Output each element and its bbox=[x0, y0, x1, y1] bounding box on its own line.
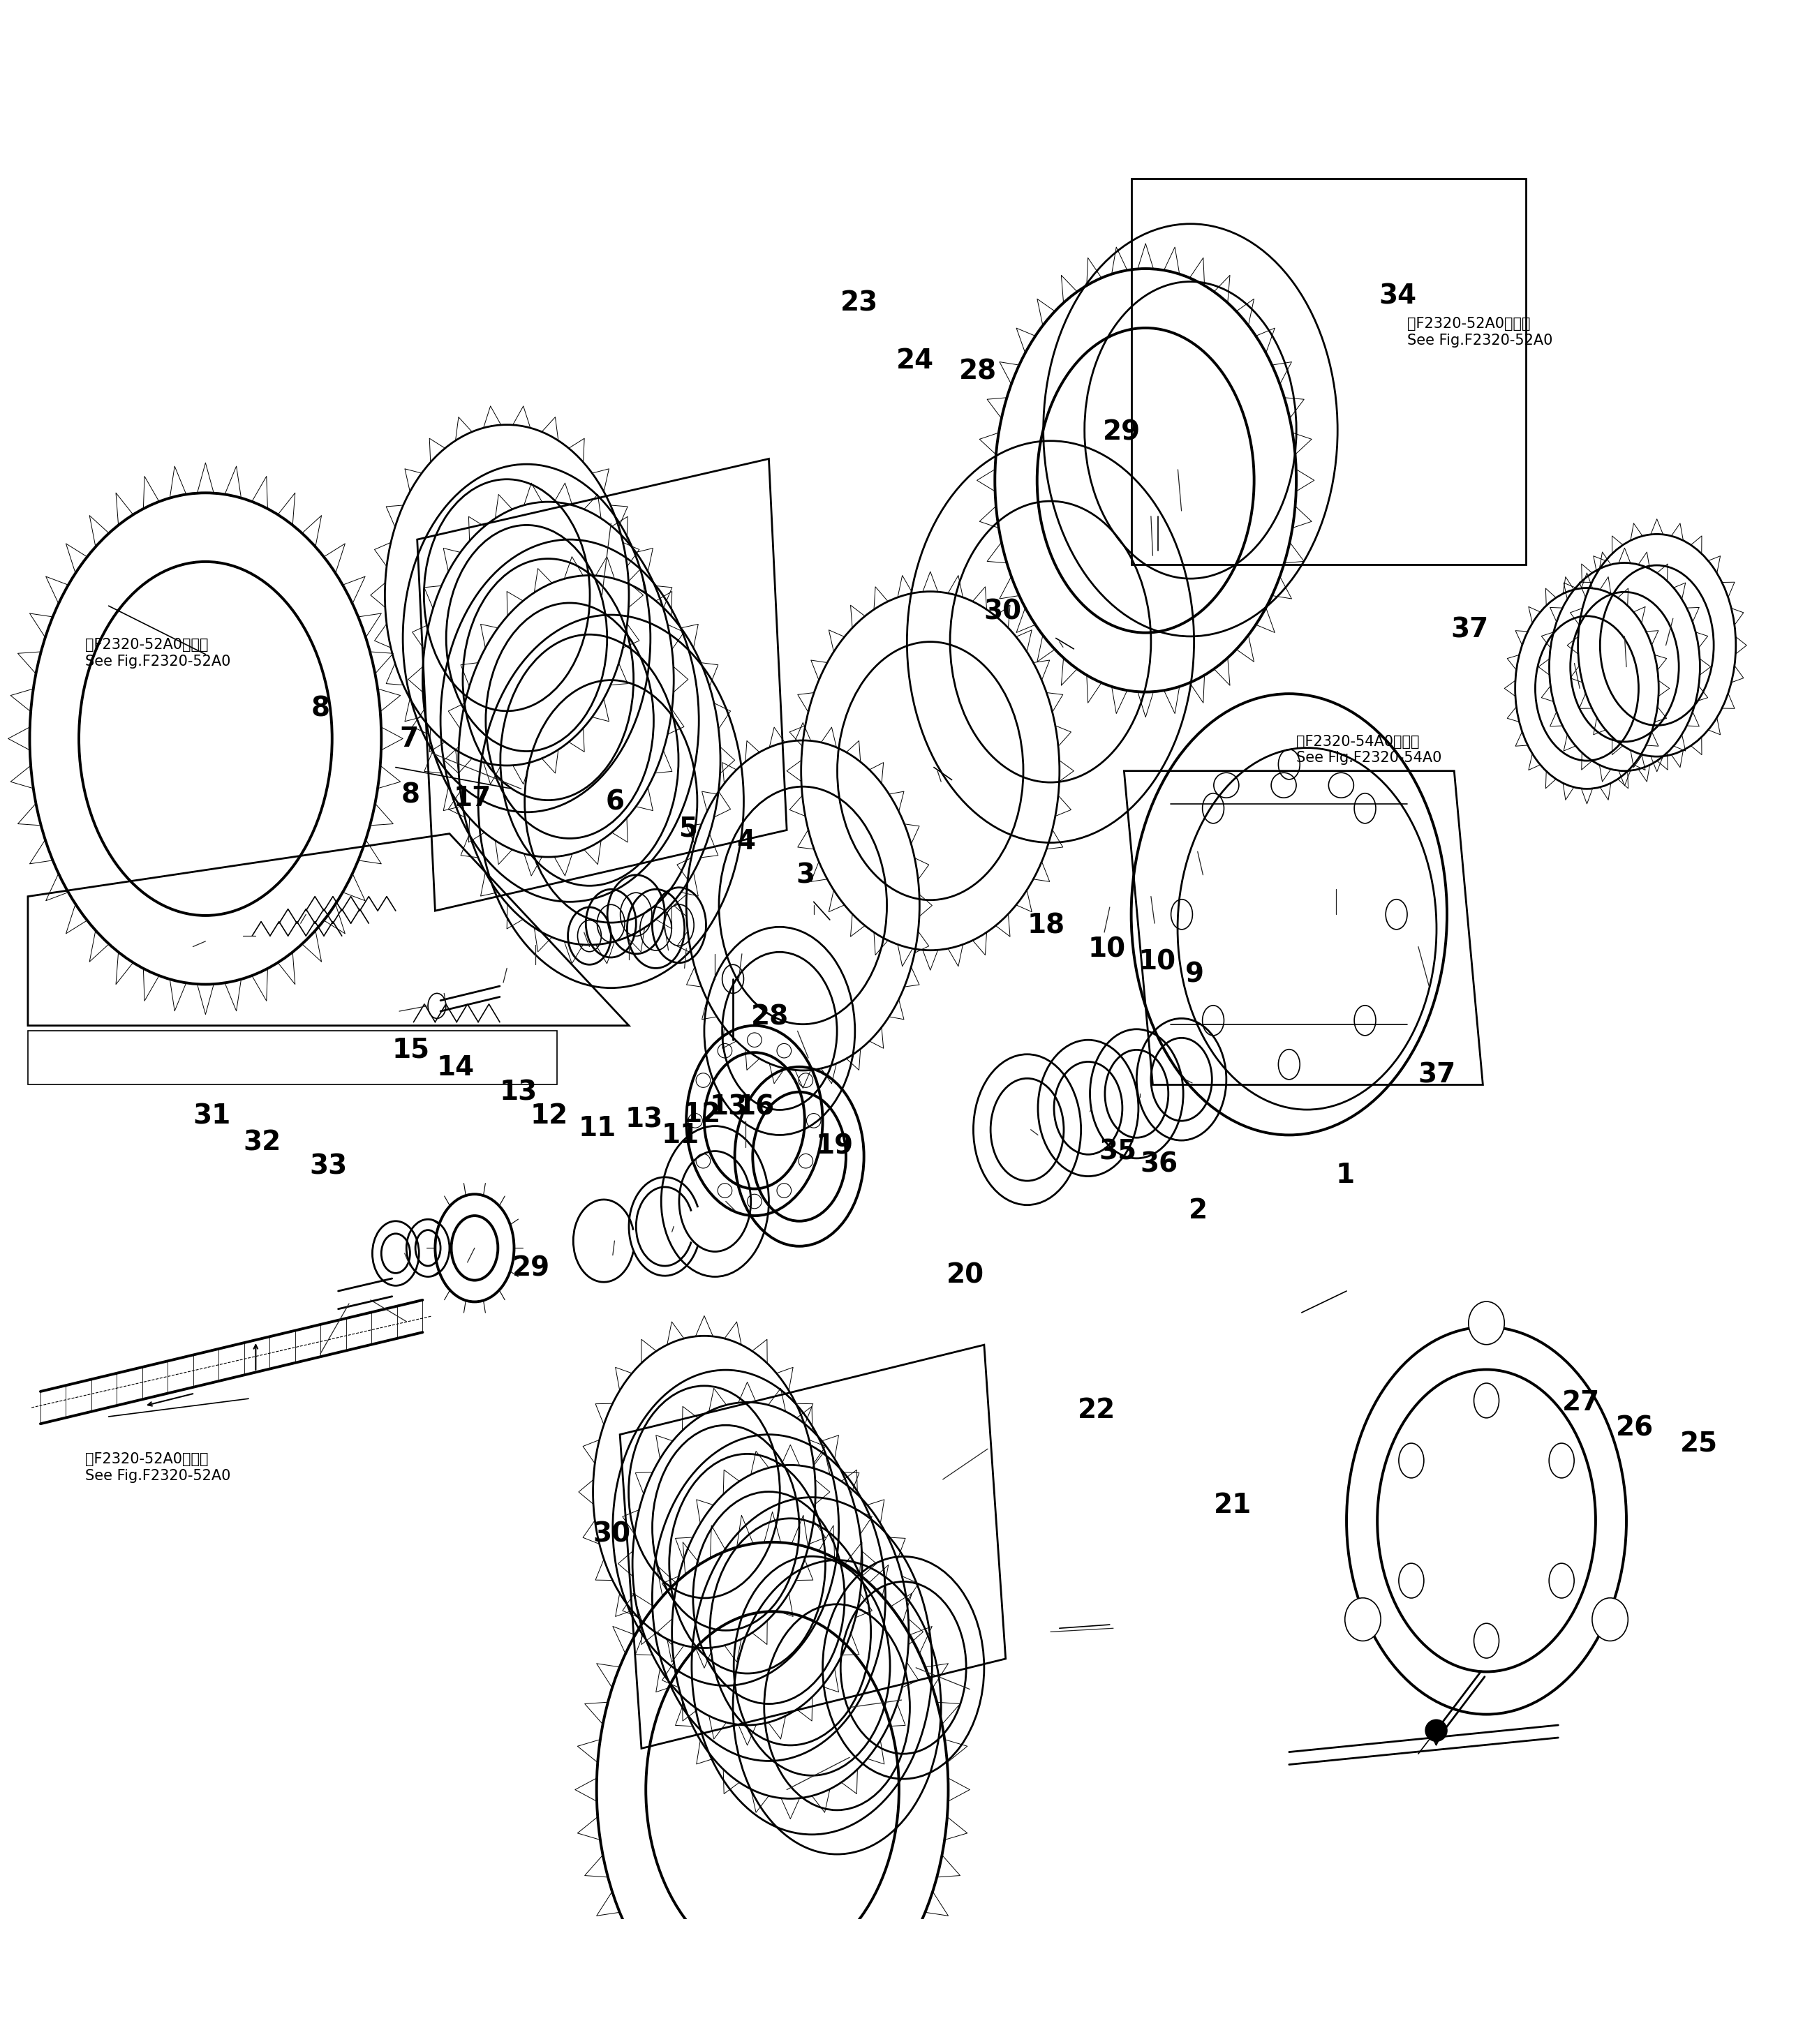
Text: 27: 27 bbox=[1563, 1390, 1600, 1416]
Text: 11: 11 bbox=[578, 1116, 616, 1143]
Ellipse shape bbox=[697, 1073, 711, 1087]
Text: 9: 9 bbox=[1185, 961, 1203, 987]
Ellipse shape bbox=[1426, 1719, 1448, 1741]
Text: 20: 20 bbox=[946, 1263, 984, 1290]
Text: 34: 34 bbox=[1379, 282, 1417, 309]
Text: 6: 6 bbox=[605, 789, 625, 816]
Text: 5: 5 bbox=[679, 816, 699, 842]
Text: 32: 32 bbox=[242, 1130, 280, 1157]
Text: 3: 3 bbox=[796, 863, 815, 889]
Text: 28: 28 bbox=[959, 358, 997, 384]
Ellipse shape bbox=[799, 1153, 814, 1169]
Text: 8: 8 bbox=[311, 695, 330, 722]
Ellipse shape bbox=[799, 1073, 814, 1087]
Text: 12: 12 bbox=[682, 1102, 720, 1128]
Text: 8: 8 bbox=[401, 781, 420, 807]
Text: 33: 33 bbox=[309, 1153, 347, 1179]
Ellipse shape bbox=[1345, 1598, 1381, 1641]
Text: 30: 30 bbox=[984, 599, 1022, 625]
Text: 16: 16 bbox=[736, 1094, 774, 1120]
Ellipse shape bbox=[747, 1032, 762, 1047]
Text: 18: 18 bbox=[1027, 912, 1065, 938]
Text: 笫F2320-52A0図参照
See Fig.F2320-52A0: 笫F2320-52A0図参照 See Fig.F2320-52A0 bbox=[1408, 317, 1554, 347]
Ellipse shape bbox=[718, 1183, 733, 1198]
Text: 13: 13 bbox=[499, 1079, 537, 1106]
Text: 笫F2320-52A0図参照
See Fig.F2320-52A0: 笫F2320-52A0図参照 See Fig.F2320-52A0 bbox=[84, 1453, 230, 1482]
Ellipse shape bbox=[806, 1114, 821, 1128]
Text: 21: 21 bbox=[1214, 1492, 1252, 1519]
Text: 笫F2320-52A0図参照
See Fig.F2320-52A0: 笫F2320-52A0図参照 See Fig.F2320-52A0 bbox=[84, 638, 230, 668]
Text: 26: 26 bbox=[1616, 1414, 1654, 1441]
Text: 37: 37 bbox=[1419, 1061, 1457, 1087]
Text: 36: 36 bbox=[1140, 1151, 1178, 1177]
Text: 12: 12 bbox=[530, 1102, 568, 1128]
Ellipse shape bbox=[1469, 1302, 1505, 1345]
Text: 35: 35 bbox=[1099, 1139, 1137, 1165]
Ellipse shape bbox=[747, 1194, 762, 1208]
Ellipse shape bbox=[697, 1153, 711, 1169]
Text: 4: 4 bbox=[736, 828, 756, 854]
Ellipse shape bbox=[1591, 1598, 1627, 1641]
Text: 22: 22 bbox=[1078, 1396, 1115, 1423]
Text: 37: 37 bbox=[1451, 617, 1489, 644]
Text: 笫F2320-54A0図参照
See Fig.F2320-54A0: 笫F2320-54A0図参照 See Fig.F2320-54A0 bbox=[1297, 736, 1442, 764]
Text: 14: 14 bbox=[436, 1055, 474, 1081]
Text: 10: 10 bbox=[1139, 948, 1176, 975]
Ellipse shape bbox=[688, 1114, 702, 1128]
Text: 7: 7 bbox=[399, 726, 418, 752]
Text: 1: 1 bbox=[1336, 1161, 1354, 1188]
Text: 23: 23 bbox=[841, 290, 878, 317]
Text: 29: 29 bbox=[512, 1255, 550, 1282]
Text: 31: 31 bbox=[192, 1102, 232, 1128]
Text: 10: 10 bbox=[1088, 936, 1126, 963]
Text: 13: 13 bbox=[709, 1094, 747, 1120]
Text: 30: 30 bbox=[593, 1521, 630, 1547]
Text: 19: 19 bbox=[815, 1132, 853, 1159]
Text: 13: 13 bbox=[625, 1106, 663, 1132]
Text: 17: 17 bbox=[453, 785, 490, 811]
Ellipse shape bbox=[778, 1183, 792, 1198]
Text: 15: 15 bbox=[392, 1036, 429, 1063]
Text: 29: 29 bbox=[1103, 419, 1140, 446]
Text: 11: 11 bbox=[661, 1122, 699, 1149]
Text: 24: 24 bbox=[896, 347, 934, 374]
Text: 28: 28 bbox=[751, 1004, 788, 1030]
Ellipse shape bbox=[718, 1044, 733, 1059]
Text: 25: 25 bbox=[1681, 1431, 1719, 1457]
Ellipse shape bbox=[778, 1044, 792, 1059]
Text: 2: 2 bbox=[1189, 1198, 1207, 1224]
